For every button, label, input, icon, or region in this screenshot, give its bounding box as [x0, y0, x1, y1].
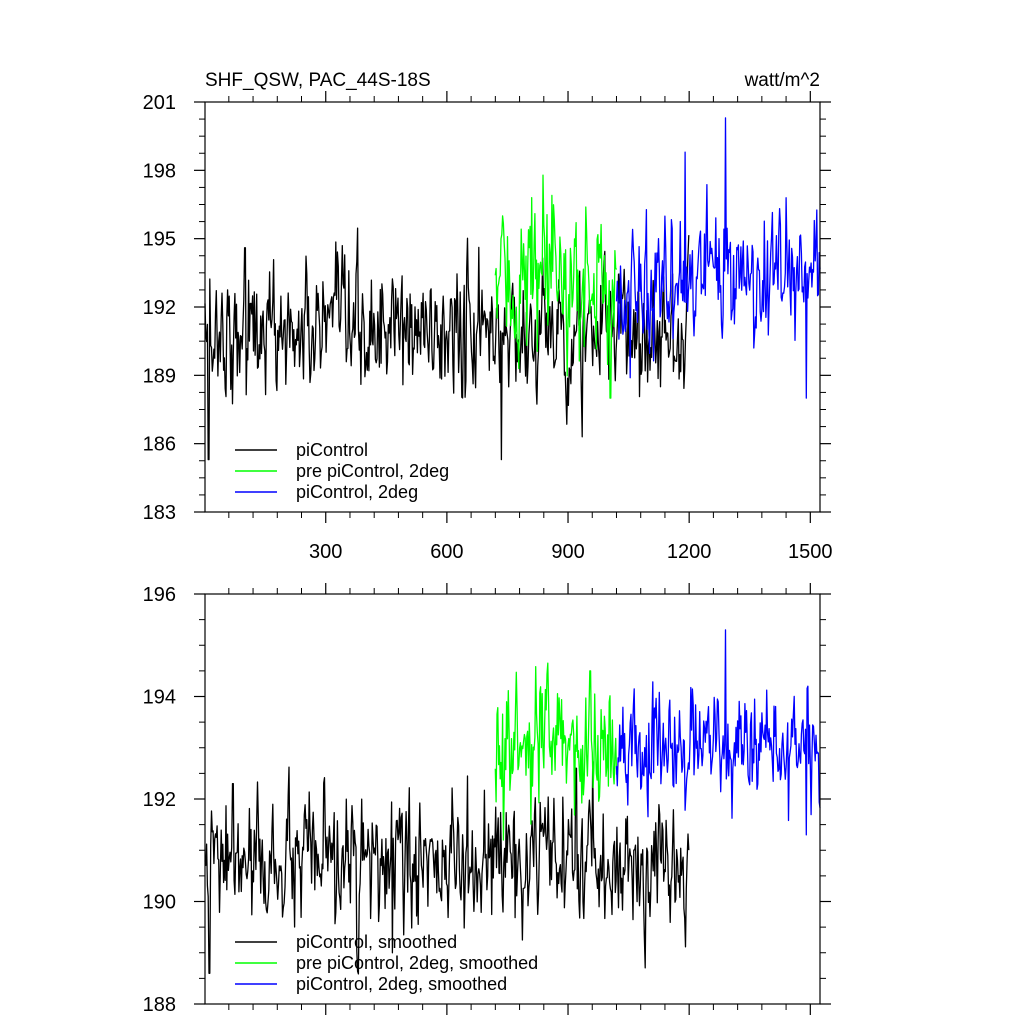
series-layer	[204, 117, 821, 461]
legend-label: pre piControl, 2deg	[296, 461, 449, 481]
top-panel: SHF_QSW, PAC_44S-18S watt/m^2 1831861891…	[143, 70, 833, 563]
y-tick-label: 192	[143, 789, 176, 811]
y-tick-label: 190	[143, 892, 176, 914]
legend-label: pre piControl, 2deg, smoothed	[296, 953, 538, 973]
y-tick-label: 194	[143, 687, 176, 709]
series-line-3	[615, 629, 821, 836]
axis-layer: 183 186 189 192 195 198 201 300 600 900 1200 1500	[143, 91, 833, 563]
y-tick-label: 198	[143, 160, 176, 182]
y-tick-label: 201	[143, 92, 176, 114]
series-line-1	[204, 761, 690, 975]
x-tick-label: 1200	[667, 541, 712, 563]
y-tick-label: 195	[143, 229, 176, 251]
axis-layer: 188 190 192 194 196	[143, 583, 831, 1016]
legend-label: piControl	[296, 440, 368, 460]
units-label: watt/m^2	[744, 70, 820, 91]
series-line-2	[494, 174, 618, 399]
x-tick-label: 600	[430, 541, 463, 563]
series-line-2	[494, 662, 618, 841]
series-layer	[204, 629, 821, 975]
legend-label: piControl, smoothed	[296, 932, 457, 952]
chart-title: SHF_QSW, PAC_44S-18S	[205, 70, 431, 91]
y-tick-label: 183	[143, 502, 176, 524]
y-tick-label: 196	[143, 584, 176, 606]
legend-label: piControl, 2deg, smoothed	[296, 974, 507, 994]
y-tick-label: 189	[143, 365, 176, 387]
x-tick-label: 1500	[788, 541, 833, 563]
y-tick-label: 192	[143, 297, 176, 319]
y-tick-label: 188	[143, 994, 176, 1016]
series-line-3	[615, 117, 821, 399]
legend-label: piControl, 2deg	[296, 482, 418, 502]
series-line-1	[204, 227, 690, 461]
y-tick-label: 186	[143, 434, 176, 456]
x-tick-label: 300	[309, 541, 342, 563]
x-tick-label: 900	[551, 541, 584, 563]
